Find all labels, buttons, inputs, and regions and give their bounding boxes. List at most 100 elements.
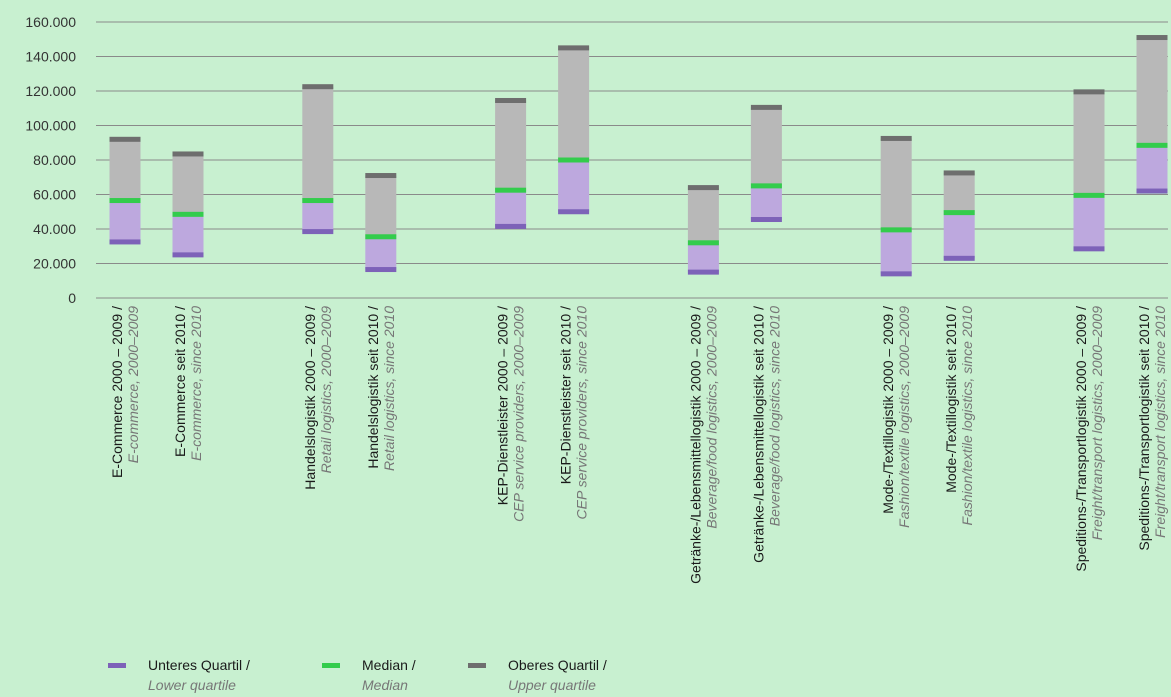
upper-box: [880, 138, 912, 230]
y-tick-label: 60.000: [33, 187, 76, 203]
lower-box: [172, 214, 204, 255]
bar-group: [687, 185, 719, 275]
lower-quartile-mark: [172, 252, 204, 258]
median-mark: [943, 210, 975, 216]
lower-box: [687, 242, 719, 273]
lower-quartile-mark: [687, 269, 719, 275]
median-mark: [880, 227, 912, 233]
lower-box: [750, 185, 782, 220]
lower-box: [1073, 195, 1105, 249]
y-tick-label: 100.000: [25, 118, 76, 134]
legend-swatch: [468, 663, 486, 668]
lower-quartile-mark: [302, 229, 334, 235]
upper-box: [172, 153, 204, 215]
x-tick-label: Getränke-/Lebensmittellogistik seit 2010…: [750, 306, 766, 563]
y-tick-label: 0: [68, 290, 76, 306]
x-tick-label-en: Freight/transport logistics, 2000–2009: [1089, 306, 1105, 540]
median-mark: [558, 157, 590, 163]
y-tick-label: 120.000: [25, 83, 76, 99]
bar-group: [172, 151, 204, 258]
x-tick-label-en: Beverage/food logistics, since 2010: [766, 306, 782, 526]
lower-quartile-mark: [750, 217, 782, 223]
bar-group: [558, 45, 590, 215]
legend-swatch: [322, 663, 340, 668]
upper-box: [687, 187, 719, 243]
lower-quartile-mark: [943, 255, 975, 261]
lower-quartile-mark: [880, 271, 912, 277]
upper-box: [365, 175, 397, 237]
x-tick-label-en: CEP service providers, since 2010: [574, 306, 590, 520]
lower-box: [1136, 145, 1168, 192]
legend-label: Median /: [362, 657, 416, 673]
median-mark: [109, 198, 141, 204]
median-mark: [1136, 142, 1168, 148]
upper-box: [750, 107, 782, 186]
legend-label-en: Upper quartile: [508, 677, 596, 693]
upper-quartile-mark: [558, 45, 590, 51]
median-mark: [302, 198, 334, 204]
upper-box: [109, 139, 141, 201]
x-tick-label: E-Commerce seit 2010 /: [172, 306, 188, 457]
median-mark: [1073, 192, 1105, 198]
legend-label: Oberes Quartil /: [508, 657, 607, 673]
x-tick-label: Speditions-/Transportlogistik seit 2010 …: [1136, 306, 1152, 551]
gridlines: [96, 21, 1168, 299]
upper-box: [943, 172, 975, 213]
lower-box: [880, 229, 912, 274]
legend-item-upper: Oberes Quartil / Upper quartile: [468, 657, 607, 693]
median-mark: [495, 187, 527, 193]
bar-group: [1136, 35, 1168, 194]
upper-quartile-mark: [495, 97, 527, 103]
upper-box: [1136, 37, 1168, 146]
bar-group: [880, 135, 912, 277]
median-mark: [750, 183, 782, 189]
upper-quartile-mark: [109, 136, 141, 142]
upper-box: [558, 47, 590, 160]
lower-box: [109, 200, 141, 242]
bar-group: [750, 104, 782, 223]
legend-label-en: Lower quartile: [148, 677, 236, 693]
upper-quartile-mark: [750, 104, 782, 110]
x-tick-label-en: Fashion/textile logistics, 2000–2009: [896, 306, 912, 528]
lower-quartile-mark: [1136, 188, 1168, 194]
upper-quartile-mark: [365, 173, 397, 179]
lower-quartile-mark: [109, 239, 141, 245]
bars: [109, 35, 1168, 277]
legend-item-median: Median / Median: [322, 657, 416, 693]
upper-box: [1073, 91, 1105, 196]
bar-group: [109, 136, 141, 245]
x-tick-label: Mode-/Textillogistik seit 2010 /: [943, 306, 959, 493]
x-tick-label: Handelslogistik seit 2010 /: [365, 306, 381, 469]
x-axis-labels: E-Commerce 2000 – 2009 /E-commerce, 2000…: [109, 306, 1168, 584]
y-tick-label: 140.000: [25, 49, 76, 65]
bar-group: [302, 84, 334, 235]
lower-quartile-mark: [558, 209, 590, 215]
lower-box: [495, 190, 527, 227]
upper-quartile-mark: [1073, 89, 1105, 95]
x-tick-label-en: E-commerce, 2000–2009: [125, 306, 141, 463]
legend: Unteres Quartil / Lower quartile Median /M…: [108, 657, 607, 693]
legend-swatch: [108, 663, 126, 668]
x-tick-label: Getränke-/Lebensmittellogistik 2000 – 20…: [687, 306, 703, 584]
legend-label: Unteres Quartil /: [148, 657, 250, 673]
upper-quartile-mark: [302, 84, 334, 90]
upper-quartile-mark: [687, 185, 719, 191]
x-tick-label: Speditions-/Transportlogistik 2000 – 200…: [1073, 306, 1089, 572]
lower-quartile-mark: [365, 267, 397, 273]
median-mark: [687, 240, 719, 246]
y-tick-label: 80.000: [33, 152, 76, 168]
bar-group: [943, 170, 975, 261]
bar-group: [495, 97, 527, 229]
x-tick-label: Mode-/Textillogistik 2000 – 2009 /: [880, 306, 896, 514]
lower-box: [365, 236, 397, 270]
y-tick-label: 160.000: [25, 14, 76, 30]
lower-quartile-mark: [1073, 246, 1105, 252]
median-mark: [172, 211, 204, 217]
x-tick-label-en: CEP service providers, 2000–2009: [511, 306, 527, 522]
x-tick-label-en: Freight/transport logistics, since 2010: [1152, 306, 1168, 538]
bar-group: [365, 173, 397, 273]
lower-box: [943, 212, 975, 259]
y-tick-label: 20.000: [33, 256, 76, 272]
x-tick-label-en: E-commerce, since 2010: [188, 306, 204, 461]
